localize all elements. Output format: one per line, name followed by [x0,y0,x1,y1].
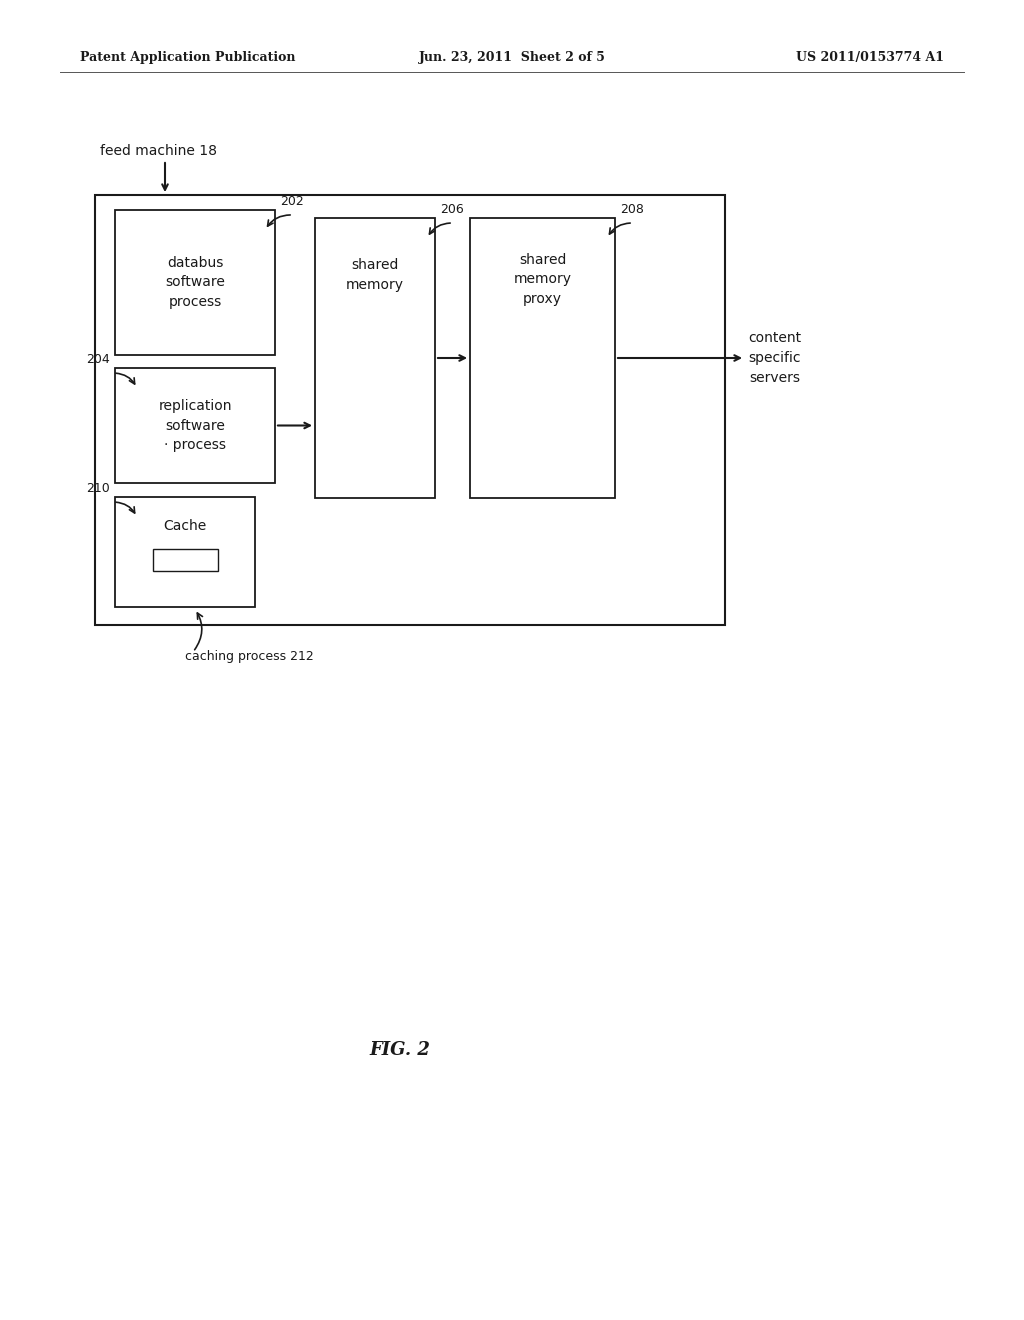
Text: shared
memory: shared memory [346,257,404,292]
Text: content
specific
servers: content specific servers [748,331,801,384]
Text: Jun. 23, 2011  Sheet 2 of 5: Jun. 23, 2011 Sheet 2 of 5 [419,51,605,65]
Text: caching process 212: caching process 212 [185,649,313,663]
Text: feed machine 18: feed machine 18 [100,144,217,158]
Text: 206: 206 [440,203,464,216]
Bar [315,218,435,498]
Text: US 2011/0153774 A1: US 2011/0153774 A1 [796,51,944,65]
Bar [115,498,255,607]
Bar [153,549,217,572]
Text: 208: 208 [620,203,644,216]
Text: shared
memory
proxy: shared memory proxy [513,253,571,306]
Bar [115,210,275,355]
Bar [95,195,725,624]
Text: 210: 210 [86,482,110,495]
Text: databus
software
process: databus software process [165,256,225,309]
Text: 202: 202 [280,195,304,209]
Bar [115,368,275,483]
Text: Patent Application Publication: Patent Application Publication [80,51,296,65]
Text: replication
software
· process: replication software · process [159,399,231,451]
Bar [470,218,615,498]
Text: 204: 204 [86,352,110,366]
Text: FIG. 2: FIG. 2 [370,1041,430,1059]
Text: Cache: Cache [164,519,207,533]
